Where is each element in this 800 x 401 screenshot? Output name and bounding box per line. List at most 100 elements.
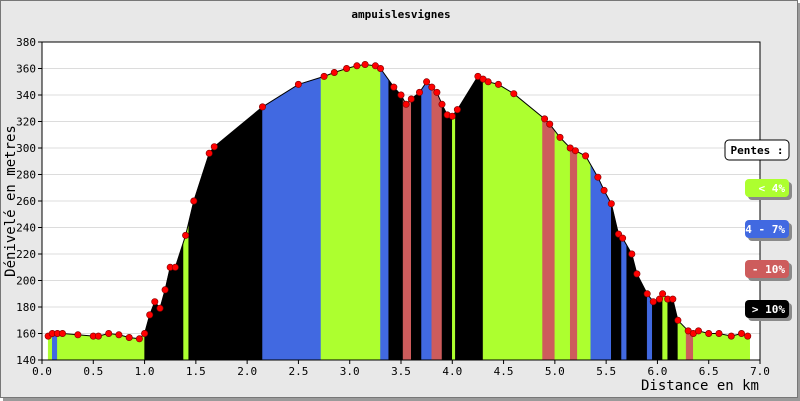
data-point [448,112,456,120]
data-point [484,78,492,86]
data-point [594,173,602,181]
y-tick-label: 160 [16,328,36,341]
data-point [619,234,627,242]
data-point [330,69,338,77]
x-tick-label: 3.5 [391,365,411,378]
legend-swatch [745,220,789,238]
legend-label: 7 - 10% [739,263,786,276]
slope-band [262,77,322,361]
data-point [607,200,615,208]
data-point [423,78,431,86]
legend-swatch [745,260,789,278]
data-point [190,197,198,205]
y-axis-ticks: 140 160 180 200 220 240 260 280 300 320 340 360 380 [16,36,42,367]
data-point [397,91,405,99]
data-point [715,329,723,337]
data-point [628,250,636,258]
slope-band [320,64,381,361]
chart-title: ampuislesvignes [351,8,450,21]
slope-band [482,78,543,361]
data-point [141,329,149,337]
legend-swatch [745,179,789,197]
data-point [433,88,441,96]
slope-band [452,111,456,361]
data-point [694,327,702,335]
y-tick-label: 300 [16,142,36,155]
slope-band [569,147,578,361]
y-tick-label: 280 [16,169,36,182]
data-point [655,295,663,303]
data-point [376,65,384,73]
y-tick-label: 360 [16,63,36,76]
slope-band [621,236,627,361]
data-point [669,295,677,303]
data-point [94,332,102,340]
slope-band [554,130,571,361]
x-tick-label: 3.0 [340,365,360,378]
slope-band [431,86,443,361]
slope-band [411,88,422,361]
x-tick-label: 4.5 [494,365,514,378]
data-point [438,100,446,108]
slope-band [455,76,484,361]
x-tick-label: 0.5 [83,365,103,378]
legend-label: 4 - 7% [745,223,785,236]
data-point [494,80,502,88]
data-point [205,149,213,157]
y-tick-label: 200 [16,275,36,288]
x-tick-label: 5.0 [545,365,565,378]
x-tick-label: 0.0 [32,365,52,378]
data-point [643,290,651,298]
data-point [151,298,159,306]
x-tick-label: 6.5 [699,365,719,378]
slope-band [441,104,453,361]
data-point [744,332,752,340]
data-point [135,335,143,343]
slope-band [542,116,556,361]
x-axis-ticks: 0.0 0.5 1.0 1.5 2.0 2.5 3.0 3.5 4.0 4.5 5.0 5.5 6.0 6… [32,360,770,378]
data-point [541,115,549,123]
data-point [58,329,66,337]
data-point [556,133,564,141]
data-point [402,100,410,108]
legend-label: > 10% [752,303,785,316]
x-tick-label: 1.0 [135,365,155,378]
y-tick-label: 240 [16,222,36,235]
data-point [407,95,415,103]
x-tick-label: 5.5 [596,365,616,378]
y-tick-label: 220 [16,248,36,261]
data-point [649,298,657,306]
x-tick-label: 1.5 [186,365,206,378]
slope-band [380,67,389,361]
data-point [182,231,190,239]
data-point [105,329,113,337]
x-tick-label: 2.5 [288,365,308,378]
data-point [320,72,328,80]
data-points [44,60,752,343]
x-axis-label: Distance en km [641,378,759,394]
legend-swatch [745,300,789,318]
data-point [161,286,169,294]
data-point [737,329,745,337]
data-point [415,88,423,96]
data-point [294,80,302,88]
y-tick-label: 320 [16,116,36,129]
data-point [390,83,398,91]
slope-bands [47,64,750,361]
legend-title: Pentes : [731,144,784,157]
data-point [156,304,164,312]
data-point [571,147,579,155]
slope-band [421,81,433,361]
slope-band [52,333,58,361]
slope-band [577,151,592,361]
x-tick-label: 4.0 [442,365,462,378]
data-point [171,263,179,271]
data-point [258,103,266,111]
data-point [600,186,608,194]
data-point [353,62,361,70]
data-point [510,90,518,98]
data-point [659,290,667,298]
data-point [582,152,590,160]
data-point [343,65,351,73]
